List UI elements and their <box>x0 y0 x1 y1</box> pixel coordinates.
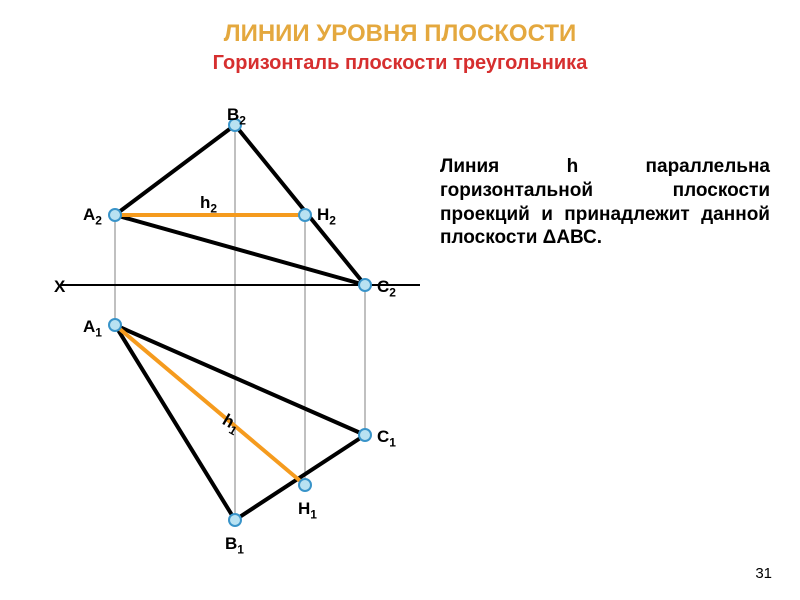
point-label: B2 <box>227 105 246 127</box>
point-label: h2 <box>200 193 217 215</box>
page-number: 31 <box>755 565 772 582</box>
point-label: C1 <box>377 427 396 449</box>
point-label: H2 <box>317 205 336 227</box>
point-label: C2 <box>377 277 396 299</box>
point-label: A2 <box>83 205 102 227</box>
diagram-svg <box>50 105 430 555</box>
page-title: ЛИНИИ УРОВНЯ ПЛОСКОСТИ <box>0 0 800 48</box>
point-label: B1 <box>225 534 244 556</box>
description-text: Линия h параллельна горизонтальной плоск… <box>440 155 770 250</box>
point-label: X <box>54 277 65 297</box>
point-label: H1 <box>298 499 317 521</box>
point-label: A1 <box>83 317 102 339</box>
page-subtitle: Горизонталь плоскости треугольника <box>0 52 800 75</box>
diagram: B2A2H2C2A1C1H1B1h2h1X <box>50 105 430 555</box>
